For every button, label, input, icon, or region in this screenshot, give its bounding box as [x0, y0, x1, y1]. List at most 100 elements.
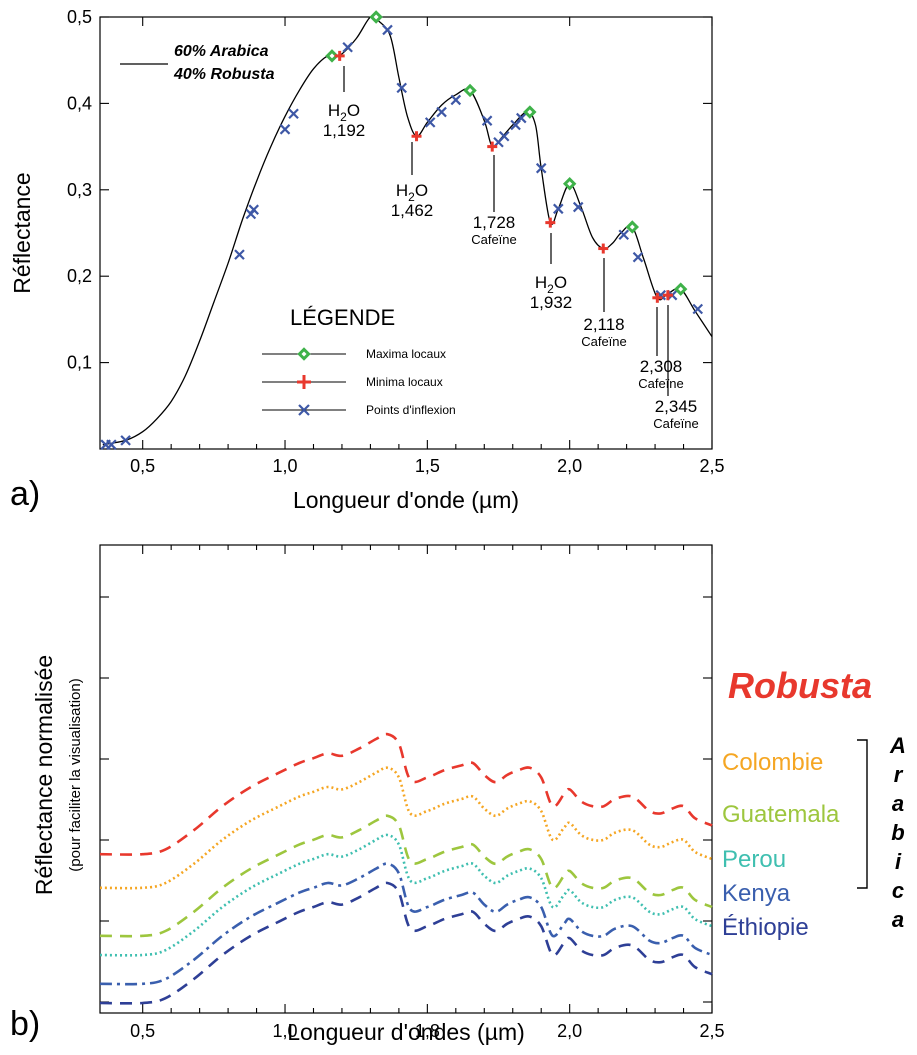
series-label: Colombie [722, 749, 823, 776]
y-tick-label: 0,3 [67, 180, 92, 200]
x-tick-label: 1,8 [415, 1021, 440, 1041]
local-maximum-point [325, 49, 339, 63]
annotation-wavelength: 2,345 [655, 397, 698, 416]
x-tick-label: 2,0 [557, 456, 582, 476]
inflection-point [424, 117, 436, 128]
inflection-point [382, 24, 393, 36]
inflection-point [553, 203, 564, 215]
inflection-point [618, 229, 630, 241]
panel-a-curve [102, 15, 713, 446]
local-minimum-point [487, 141, 498, 152]
arabica-letter: b [891, 820, 904, 845]
line-label-robusta: 40% Robusta [173, 66, 275, 83]
inflection-point [120, 435, 131, 446]
local-minimum-point [334, 50, 345, 61]
x-tick-label: 1,0 [273, 1021, 298, 1041]
x-tick-label: 0,5 [130, 456, 155, 476]
inflection-point [516, 112, 527, 124]
legend-entry: Minima locaux [262, 375, 443, 389]
series-label: Guatemala [722, 801, 840, 828]
local-maximum-point [463, 83, 477, 98]
arabica-letter: a [892, 791, 904, 816]
panel-a-letter: a) [10, 475, 40, 513]
inflection-point [481, 115, 493, 126]
x-tick-label: 2,5 [699, 1021, 724, 1041]
annotation-wavelength: 2,118 [583, 315, 624, 334]
arabica-letter: A [889, 733, 906, 758]
inflection-point [234, 249, 245, 260]
x-tick-label: 2,5 [699, 456, 724, 476]
series-label: Kenya [722, 880, 791, 907]
panel-b-y-axis-label: Réflectance normalisée [31, 655, 57, 895]
series-label: Éthiopie [722, 914, 809, 941]
local-maximum-point [562, 177, 577, 191]
legend-title: LÉGENDE [290, 305, 395, 330]
legend-inflexion-symbol [298, 404, 310, 416]
series-line-4 [99, 862, 713, 986]
y-tick-label: 0,1 [67, 353, 92, 373]
annotation-wavelength: 1,192 [323, 121, 366, 140]
panel-b-curves [99, 732, 713, 1005]
legend-label: Points d'inflexion [366, 403, 456, 417]
x-tick-label: 2,0 [557, 1021, 582, 1041]
arabica-letter: c [892, 878, 904, 903]
panel-a-y-axis-label: Réflectance [9, 172, 35, 293]
y-tick-label: 0,5 [67, 7, 92, 27]
annotation-caffeine: Cafeïne [471, 232, 517, 247]
panel-a-chart: 0,5 1,0 1,5 2,0 2,50,10,20,30,40,5 H2O1,192H… [9, 7, 725, 513]
x-tick-label: 1,5 [415, 456, 440, 476]
legend-maxima-symbol [297, 347, 311, 361]
annotation-wavelength: 1,932 [530, 293, 573, 312]
annotation-caffeine: Cafeïne [653, 416, 699, 431]
panel-b-chart: 0,5 1,0 1,8 2,0 2,5 Robusta Colombie Guatemal… [10, 544, 906, 1045]
annotation-wavelength: 1,462 [391, 201, 434, 220]
panel-a-x-axis-label: Longueur d'onde (µm) [293, 487, 519, 513]
arabica-letter: r [894, 762, 904, 787]
reflectance-line [102, 15, 713, 446]
local-minimum-point [662, 290, 673, 301]
annotation-wavelength: 1,728 [473, 213, 516, 232]
y-tick-label: 0,2 [67, 266, 92, 286]
panel-b-x-axis-label: Longueur d'ondes (µm) [287, 1019, 525, 1045]
annotation-caffeine: Cafeïne [581, 334, 627, 349]
inflection-point [692, 303, 704, 315]
inflection-point [436, 106, 447, 118]
arabica-bracket [857, 739, 868, 889]
local-maximum-point [369, 10, 383, 24]
legend-minima-symbol [297, 375, 311, 389]
series-line-1 [99, 766, 713, 890]
arabica-letter: a [892, 907, 904, 932]
local-maximum-point [523, 105, 537, 119]
series-line-0 [99, 732, 713, 856]
series-line-5 [99, 881, 713, 1005]
annotation-wavelength: 2,308 [640, 357, 683, 376]
legend: Maxima locaux Minima locaux Points d'infle… [262, 347, 456, 417]
annotation-compound: H2O [535, 273, 567, 296]
inflection-point [342, 41, 353, 53]
series-line-3 [99, 833, 713, 957]
panel-b-y-axis-sublabel: (pour faciliter la visualisation) [67, 678, 84, 871]
inflection-point [248, 204, 259, 215]
y-tick-label: 0,4 [67, 93, 92, 113]
panel-b-frame [99, 544, 713, 1014]
panel-a-frame [99, 16, 713, 450]
line-label-arabica: 60% Arabica [174, 43, 269, 60]
inflection-point [288, 108, 299, 120]
inflection-point [450, 94, 462, 106]
panel-a-ticks: 0,5 1,0 1,5 2,0 2,5 0,1 0,2 0,3 0,4 0,5 [67, 7, 725, 476]
inflection-point [535, 162, 547, 174]
panel-b-letter: b) [10, 1005, 40, 1043]
inflection-point [396, 82, 408, 94]
inflection-point [106, 439, 117, 450]
panel-a-annotations: H2O1,192H2O1,4621,728CafeïneH2O1,9322,11… [323, 66, 699, 431]
legend-entry: Points d'inflexion [262, 403, 456, 417]
annotation-compound: H2O [396, 181, 428, 204]
panel-a-markers [100, 10, 704, 450]
local-minimum-point [411, 131, 422, 142]
arabica-letter: i [895, 849, 902, 874]
inflection-point [632, 251, 644, 263]
